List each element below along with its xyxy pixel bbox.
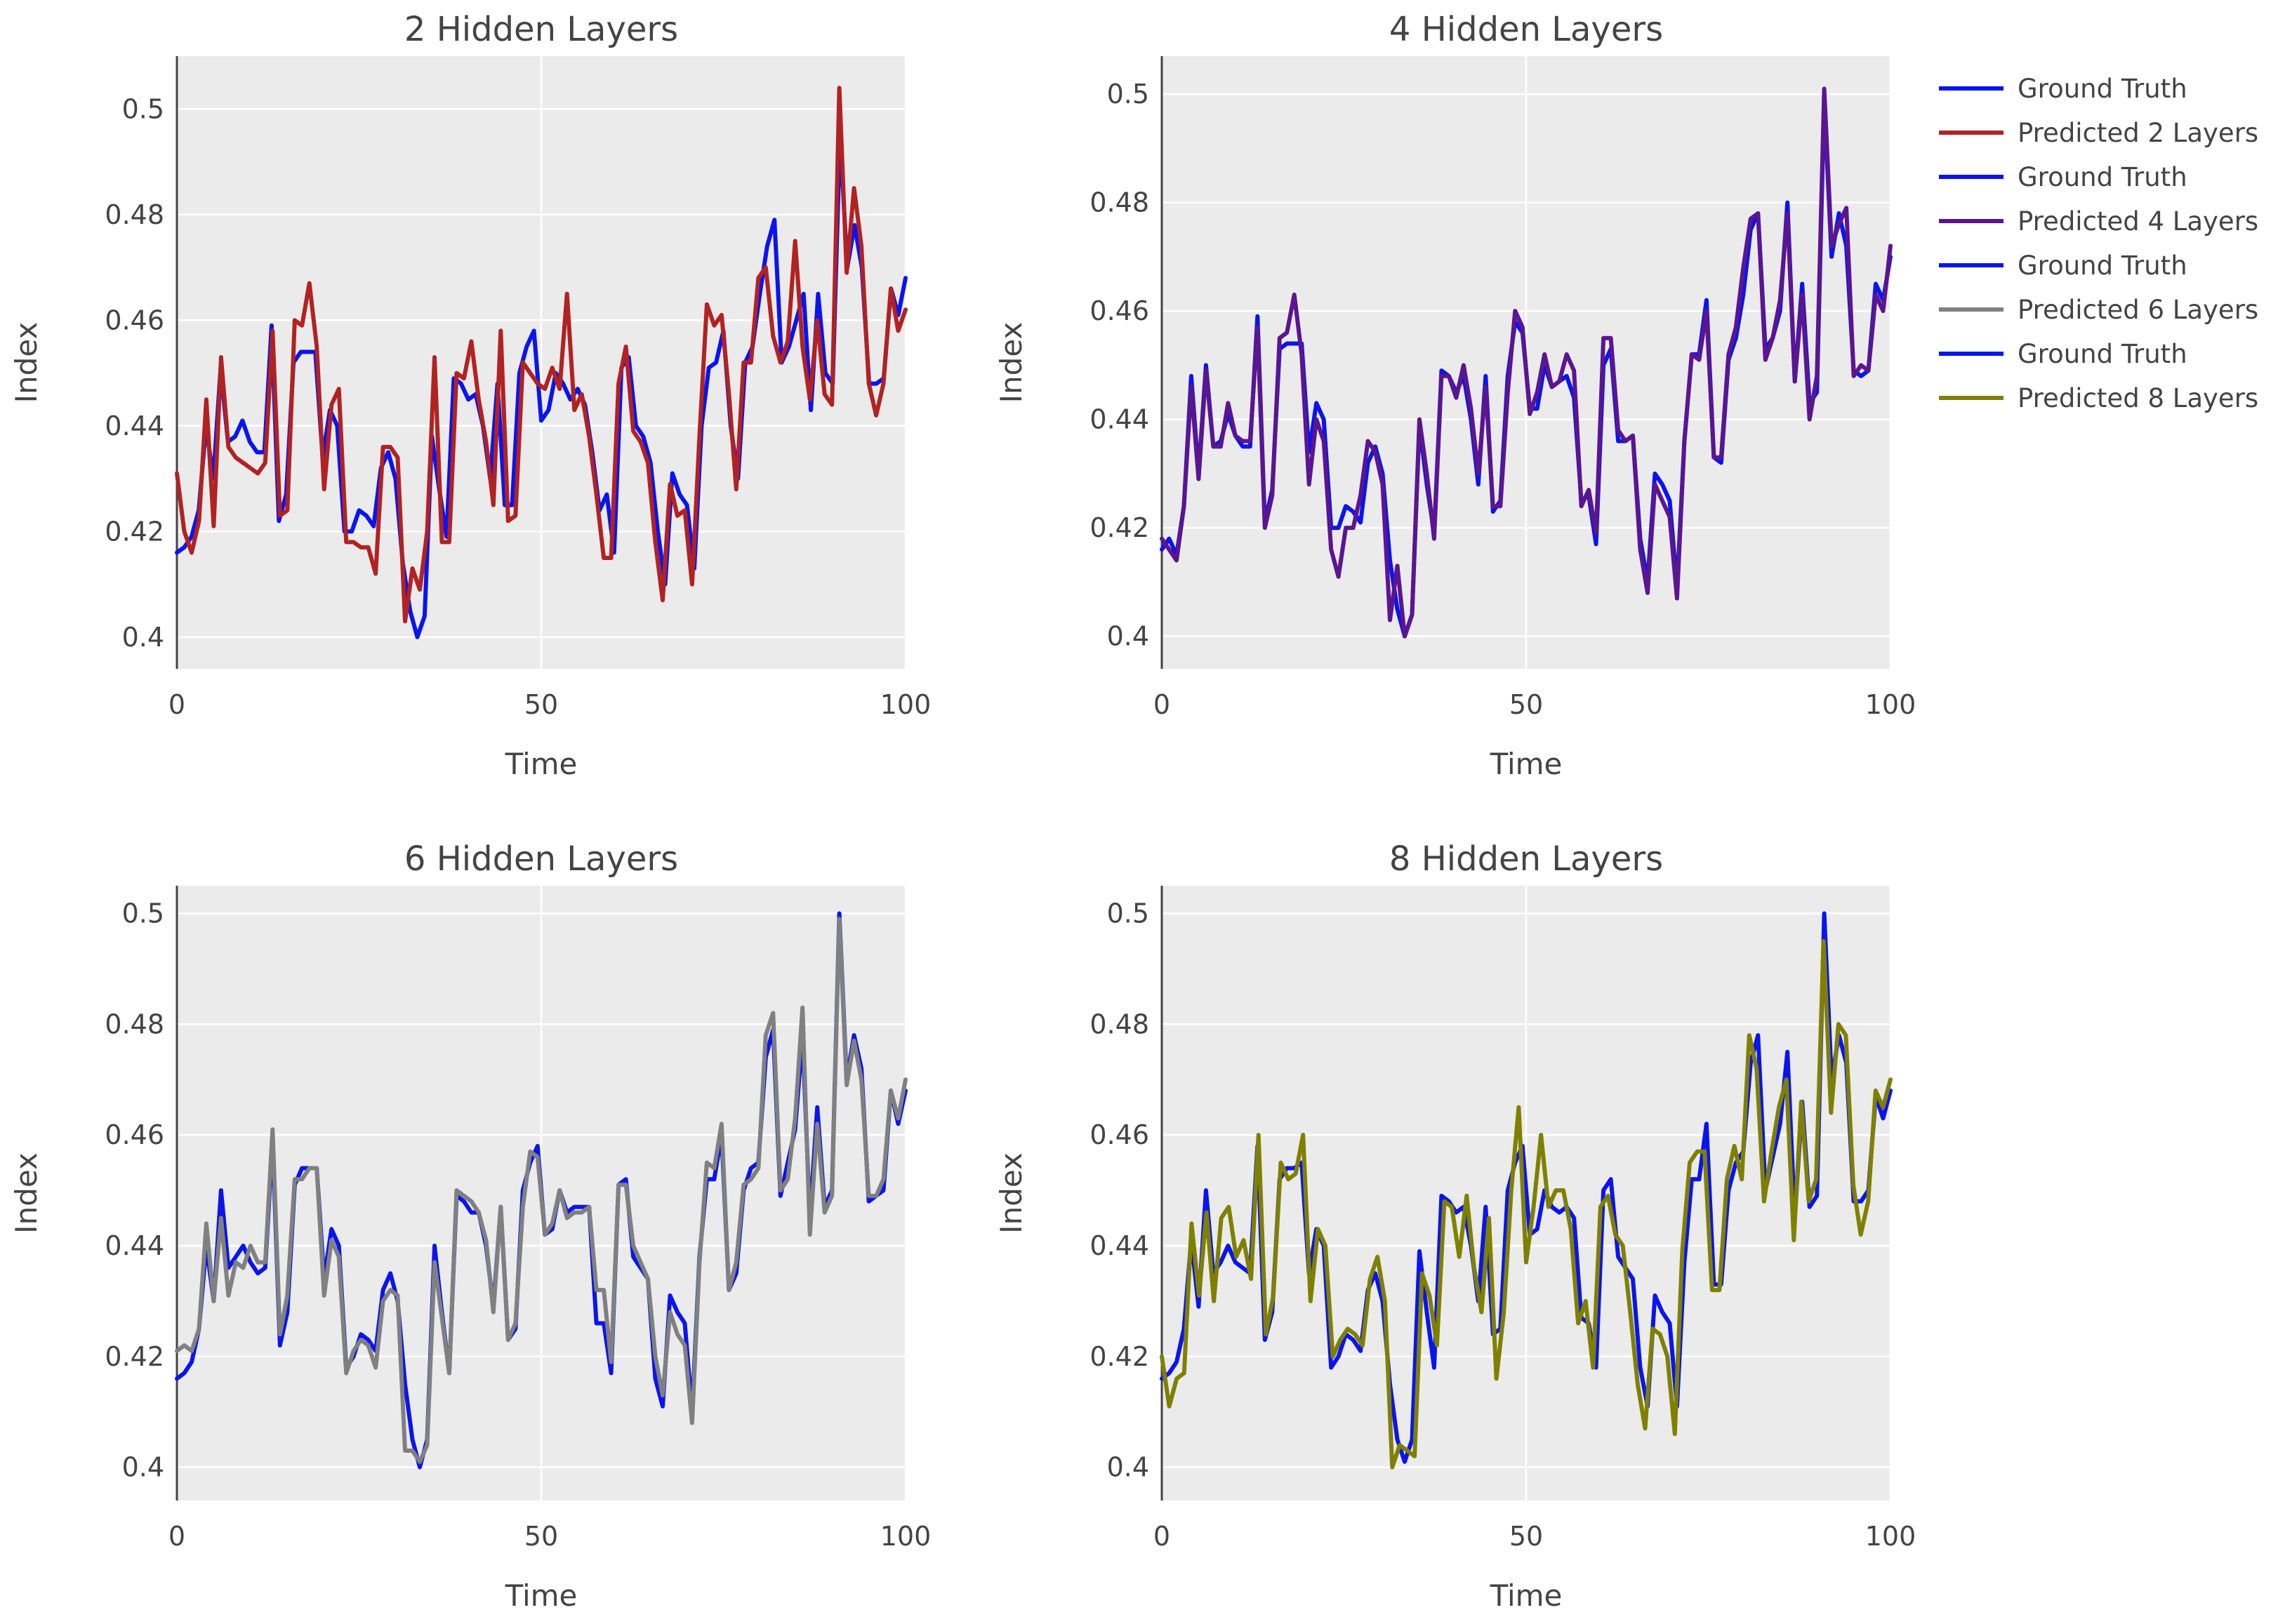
y-tick-label: 0.4 [1107, 1452, 1149, 1483]
predicted-line [1160, 86, 1893, 639]
y-tick-label: 0.42 [1089, 512, 1149, 543]
legend: Ground Truth Predicted 2 Layers Ground Tru… [1939, 74, 2258, 413]
y-tick-label: 0.4 [1107, 621, 1149, 652]
legend-label: Ground Truth [2018, 162, 2187, 192]
y-tick-label: 0.44 [1089, 1230, 1149, 1261]
x-tick-label: 50 [524, 1521, 558, 1552]
y-tick-label: 0.44 [105, 411, 164, 441]
x-axis-title: Time [505, 1578, 578, 1613]
legend-item[interactable]: Ground Truth [1939, 339, 2187, 369]
y-tick-label: 0.42 [105, 516, 164, 547]
y-tick-label: 0.48 [105, 199, 164, 230]
y-tick-label: 0.48 [1089, 1009, 1149, 1039]
y-tick-label: 0.5 [1107, 898, 1149, 929]
y-tick-label: 0.48 [105, 1009, 164, 1039]
x-axis-title: Time [1490, 747, 1563, 781]
predicted-line [175, 86, 908, 624]
subplot-2: 0.4 0.42 0.44 0.46 0.48 0.5 0 50 100 4 Hidden Lay… [994, 10, 1916, 781]
predicted-line [175, 917, 908, 1464]
y-tick-label: 0.5 [122, 898, 164, 929]
y-tick-label: 0.4 [122, 1452, 164, 1483]
legend-item[interactable]: Ground Truth [1939, 74, 2187, 104]
x-axis-title: Time [1490, 1578, 1563, 1613]
x-tick-label: 100 [1865, 689, 1916, 720]
legend-label: Predicted 8 Layers [2018, 383, 2258, 413]
y-axis-title: Index [9, 322, 44, 404]
subplot-title: 4 Hidden Layers [1389, 10, 1663, 49]
y-tick-label: 0.46 [105, 1119, 164, 1150]
legend-item[interactable]: Ground Truth [1939, 251, 2187, 281]
legend-item[interactable]: Predicted 8 Layers [1939, 383, 2258, 413]
x-tick-label: 100 [880, 689, 932, 720]
y-tick-label: 0.42 [1089, 1341, 1149, 1372]
subplot-3: 0.4 0.42 0.44 0.46 0.48 0.5 0 50 100 6 Hidden Lay… [9, 839, 931, 1613]
y-tick-label: 0.44 [105, 1230, 164, 1261]
y-tick-label: 0.46 [1089, 295, 1149, 326]
subplot-title: 6 Hidden Layers [404, 839, 678, 879]
y-tick-label: 0.42 [105, 1341, 164, 1372]
legend-label: Ground Truth [2018, 74, 2187, 104]
x-tick-label: 100 [880, 1521, 932, 1552]
legend-label: Ground Truth [2018, 339, 2187, 369]
legend-item[interactable]: Ground Truth [1939, 162, 2187, 192]
legend-label: Ground Truth [2018, 251, 2187, 281]
subplot-4: 0.4 0.42 0.44 0.46 0.48 0.5 0 50 100 8 Hidden Lay… [994, 839, 1916, 1613]
x-axis-title: Time [505, 747, 578, 781]
x-tick-label: 0 [168, 1521, 185, 1552]
x-tick-label: 50 [1509, 689, 1543, 720]
subplot-1: 0.4 0.42 0.44 0.46 0.48 0.5 0 50 100 2 Hidden Lay… [9, 10, 931, 781]
y-tick-label: 0.5 [1107, 79, 1149, 109]
x-tick-label: 0 [1153, 1521, 1170, 1552]
legend-label: Predicted 6 Layers [2018, 295, 2258, 325]
y-axis-title: Index [9, 1152, 44, 1234]
x-tick-label: 100 [1865, 1521, 1916, 1552]
y-tick-label: 0.46 [105, 305, 164, 335]
subplot-title: 8 Hidden Layers [1389, 839, 1663, 879]
legend-item[interactable]: Predicted 4 Layers [1939, 206, 2258, 237]
y-axis-title: Index [994, 1152, 1028, 1234]
legend-item[interactable]: Predicted 2 Layers [1939, 118, 2258, 148]
x-tick-label: 0 [168, 689, 185, 720]
y-tick-label: 0.44 [1089, 404, 1149, 435]
x-tick-label: 50 [524, 689, 558, 720]
x-tick-label: 50 [1509, 1521, 1543, 1552]
predicted-line [1160, 938, 1893, 1470]
y-axis-title: Index [994, 322, 1028, 404]
legend-item[interactable]: Predicted 6 Layers [1939, 295, 2258, 325]
legend-label: Predicted 4 Layers [2018, 206, 2258, 237]
subplot-title: 2 Hidden Layers [404, 10, 678, 49]
x-tick-label: 0 [1153, 689, 1170, 720]
legend-label: Predicted 2 Layers [2018, 118, 2258, 148]
y-tick-label: 0.5 [122, 93, 164, 124]
y-tick-label: 0.46 [1089, 1119, 1149, 1150]
y-tick-label: 0.4 [122, 622, 164, 653]
y-tick-label: 0.48 [1089, 187, 1149, 218]
